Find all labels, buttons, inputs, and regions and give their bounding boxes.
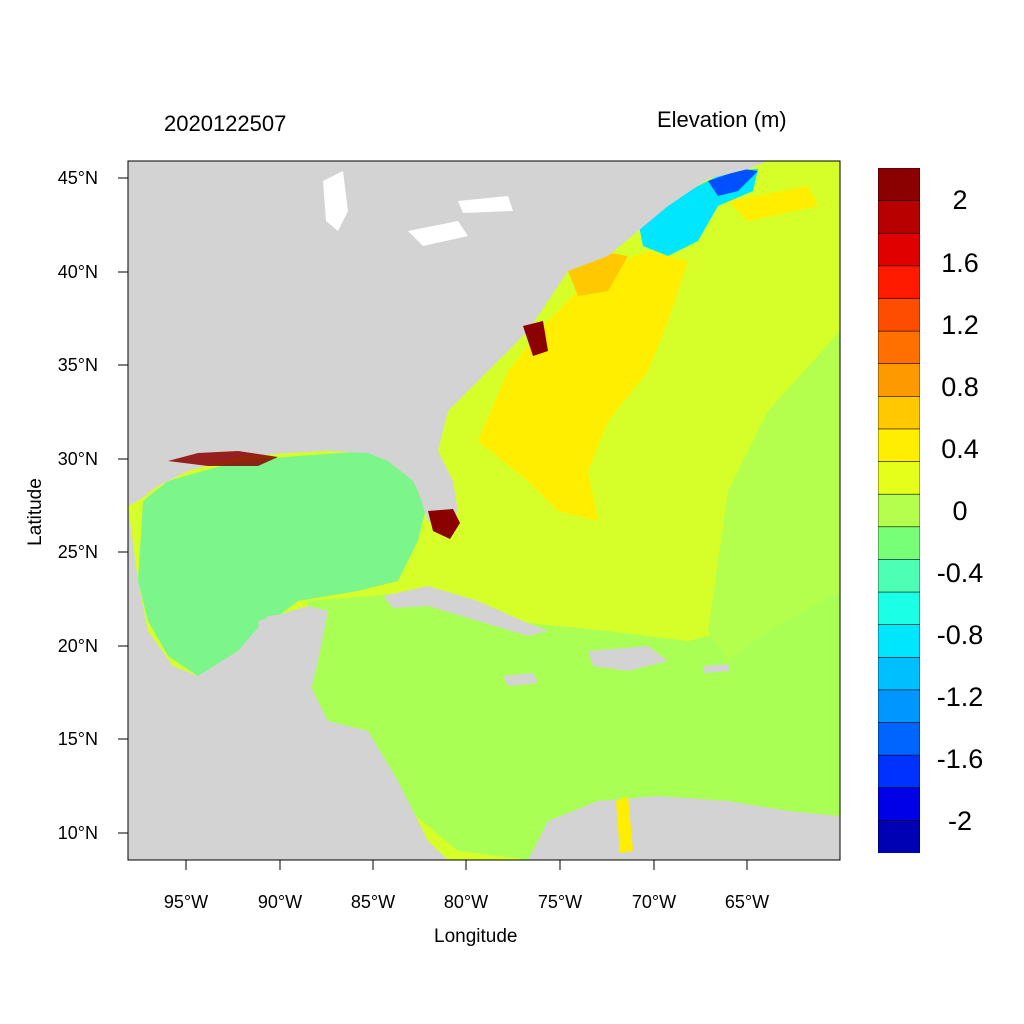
chesapeake-surge <box>523 321 548 356</box>
atlantic-high-elevation <box>478 251 688 521</box>
lake-ontario <box>458 196 513 213</box>
colorbar-swatch <box>878 232 920 267</box>
colorbar-label: 0.8 <box>941 372 979 402</box>
x-tick-label: 75°W <box>537 892 583 912</box>
y-tick-label: 20°N <box>57 636 98 656</box>
y-tick-label: 10°N <box>57 823 98 843</box>
x-tick-label: 90°W <box>257 892 303 912</box>
colorbar-swatch <box>878 754 920 789</box>
colorbar-swatch <box>878 396 920 430</box>
colorbar-swatch <box>878 722 920 756</box>
colorbar-label: -0.4 <box>936 558 984 588</box>
variable-title: Elevation (m) <box>657 107 787 132</box>
colorbar-swatch <box>878 330 920 365</box>
gulf-of-mexico <box>138 451 428 676</box>
colorbar-swatch <box>878 200 920 235</box>
gulf-coast-surge <box>168 451 278 466</box>
y-tick-label: 40°N <box>57 262 98 282</box>
colorbar-swatch <box>878 428 920 463</box>
colorbar-swatch <box>878 265 920 300</box>
y-tick-label: 35°N <box>57 355 98 375</box>
colorbar-label: 0.4 <box>941 434 979 464</box>
y-tick-label: 15°N <box>57 729 98 749</box>
timestamp-title: 2020122507 <box>164 111 287 136</box>
colorbar-swatch <box>878 168 920 202</box>
south-america-land <box>528 796 840 860</box>
map-panel <box>128 161 840 860</box>
colorbar-swatch <box>878 591 920 626</box>
lake-michigan <box>323 171 348 231</box>
colorbar-swatch <box>878 689 920 724</box>
y-tick-label: 25°N <box>57 542 98 562</box>
hispaniola-land <box>588 646 668 671</box>
yucatan-land <box>258 606 328 701</box>
south-florida-surge <box>428 509 460 539</box>
x-axis-title: Longitude <box>434 926 518 947</box>
x-tick-label: 95°W <box>163 892 209 912</box>
y-tick-label: 30°N <box>57 449 98 469</box>
lake-erie <box>408 221 468 246</box>
x-tick-label: 65°W <box>724 892 770 912</box>
colorbar-swatch <box>878 559 920 593</box>
colorbar-swatch <box>878 363 920 398</box>
colorbar-swatch <box>878 820 920 853</box>
puerto-rico-land <box>703 664 730 673</box>
cuba-land <box>383 586 548 636</box>
x-tick-label: 80°W <box>443 892 489 912</box>
colorbar-label: 2 <box>952 185 968 215</box>
colorbar-label: 1.6 <box>941 248 979 278</box>
colorbar-swatch <box>878 461 920 495</box>
colorbar-label: -1.6 <box>936 744 984 774</box>
lake-maracaibo <box>616 796 633 853</box>
east-atlantic-region <box>708 331 840 661</box>
map-canvas <box>128 161 840 860</box>
colorbar-swatch <box>878 787 920 822</box>
x-tick-label: 85°W <box>350 892 396 912</box>
colorbar-label: 0 <box>952 496 968 526</box>
map-border <box>127 160 841 861</box>
nova-scotia-high <box>728 186 818 221</box>
y-tick-label: 45°N <box>57 168 98 188</box>
colorbar-label: -1.2 <box>936 682 984 712</box>
colorbar <box>878 168 920 853</box>
colorbar-swatch <box>878 298 920 332</box>
caribbean-sea <box>308 591 840 860</box>
jamaica-land <box>503 673 538 686</box>
colorbar-swatch <box>878 656 920 691</box>
colorbar-swatch <box>878 624 920 659</box>
colorbar-label: 1.2 <box>941 310 979 340</box>
colorbar-label: -2 <box>947 806 972 836</box>
north-america-land <box>128 161 768 511</box>
colorbar-swatch <box>878 493 920 528</box>
bay-of-fundy-very-low <box>708 169 758 196</box>
colorbar-swatch <box>878 526 920 561</box>
x-tick-label: 70°W <box>631 892 677 912</box>
colorbar-label: -0.8 <box>936 620 984 650</box>
y-axis-title: Latitude <box>25 478 46 546</box>
